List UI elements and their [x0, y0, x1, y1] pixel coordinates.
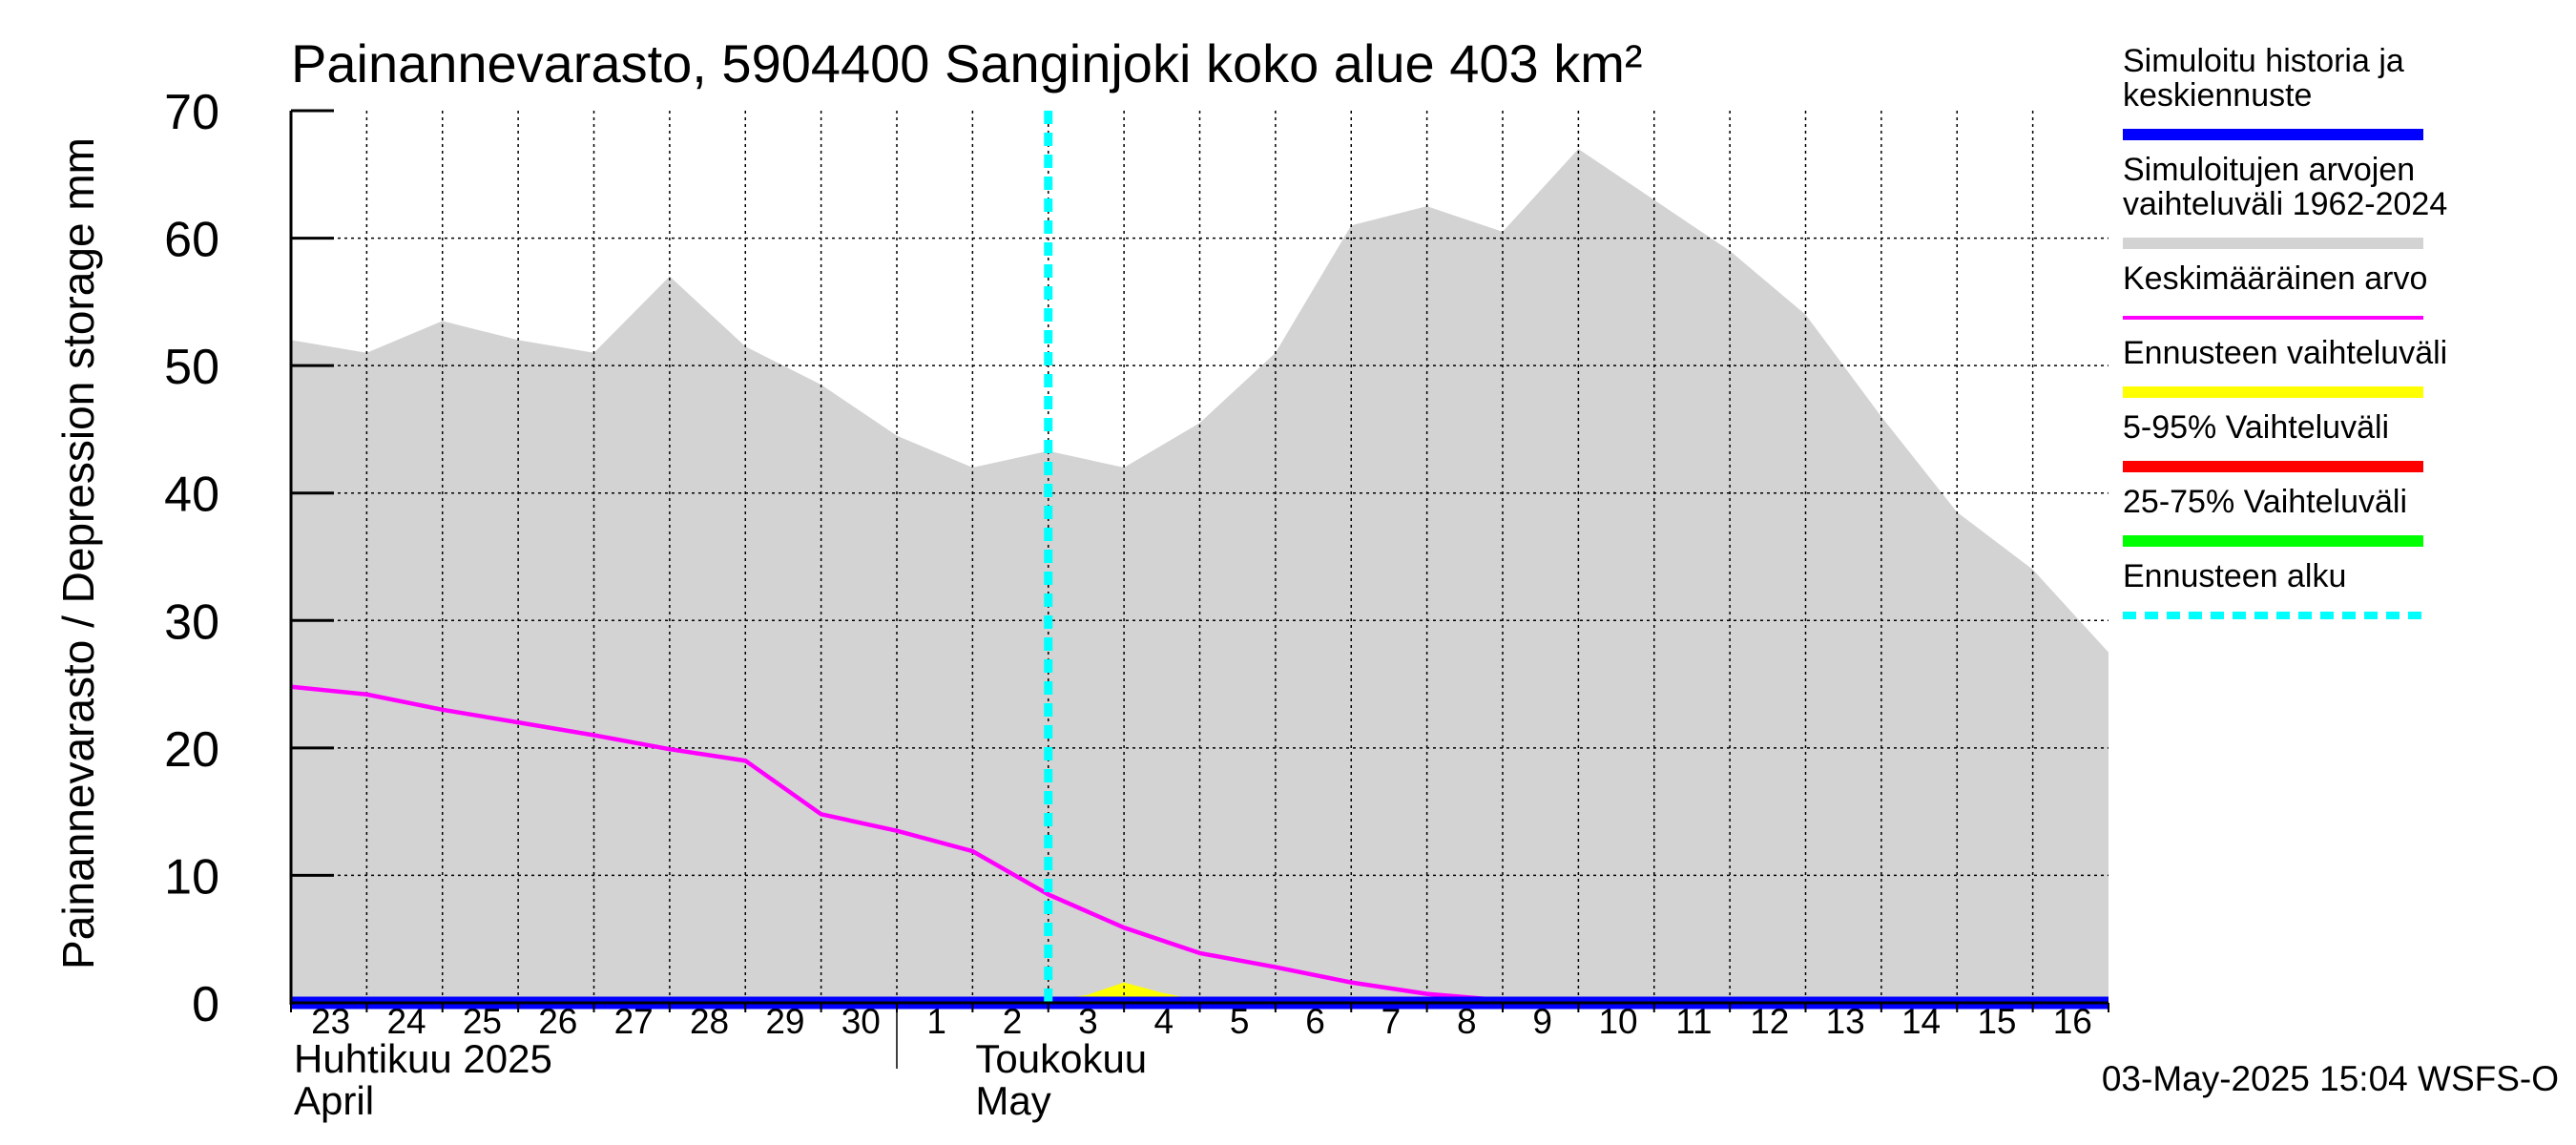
day-label: 16 [2053, 1002, 2092, 1041]
day-label: 25 [463, 1002, 502, 1041]
y-tick-label: 10 [164, 849, 219, 905]
month-label-en: May [975, 1078, 1050, 1123]
y-tick-labels: 0 10 20 30 40 50 60 70 [164, 85, 219, 1032]
day-label: 26 [538, 1002, 577, 1041]
day-label: 14 [1901, 1002, 1941, 1041]
legend-label: 25-75% Vaihteluväli [2123, 484, 2407, 520]
legend-label: keskiennuste [2123, 77, 2312, 114]
day-label: 24 [386, 1002, 426, 1041]
day-label: 27 [614, 1002, 654, 1041]
y-tick-label: 30 [164, 594, 219, 650]
day-label: 30 [841, 1002, 881, 1041]
range-band-0 [291, 149, 2109, 1004]
day-label: 6 [1305, 1002, 1325, 1041]
day-label: 10 [1598, 1002, 1637, 1041]
legend-label: Simuloitujen arvojen [2123, 152, 2415, 188]
day-label: 29 [765, 1002, 804, 1041]
day-label: 3 [1078, 1002, 1098, 1041]
legend-label: Keskimääräinen arvo [2123, 260, 2427, 297]
day-label: 12 [1750, 1002, 1789, 1041]
month-label-en: April [294, 1078, 374, 1123]
y-tick-label: 0 [192, 977, 219, 1032]
legend-label: Simuloitu historia ja [2123, 43, 2404, 79]
y-tick-label: 60 [164, 213, 219, 268]
legend-label: Ennusteen alku [2123, 558, 2346, 594]
month-label: Toukokuu [975, 1036, 1147, 1081]
y-tick-label: 20 [164, 722, 219, 778]
y-axis-label: Painannevarasto / Depression storage mm [53, 137, 103, 969]
axes-layer [289, 109, 2109, 1069]
day-label: 28 [690, 1002, 729, 1041]
x-tick-labels: 23 24 25 26 27 28 29 30 1 2 3 4 5 6 7 8 9 10 11 12 13 14 15 16H… [294, 1002, 2092, 1123]
day-label: 23 [311, 1002, 350, 1041]
legend-label: Ennusteen vaihteluväli [2123, 335, 2447, 371]
day-label: 11 [1675, 1002, 1712, 1041]
footer-timestamp: 03-May-2025 15:04 WSFS-O [2102, 1059, 2559, 1098]
y-tick-label: 40 [164, 468, 219, 523]
month-label: Huhtikuu 2025 [294, 1036, 552, 1081]
day-label: 1 [926, 1002, 946, 1041]
day-label: 7 [1381, 1002, 1402, 1041]
legend-label: vaihteluväli 1962-2024 [2123, 186, 2447, 222]
day-label: 2 [1003, 1002, 1023, 1041]
y-tick-label: 70 [164, 85, 219, 140]
day-label: 5 [1230, 1002, 1250, 1041]
day-label: 15 [1977, 1002, 2016, 1041]
day-label: 4 [1154, 1002, 1174, 1041]
legend-label: 5-95% Vaihteluväli [2123, 409, 2389, 446]
day-label: 13 [1826, 1002, 1865, 1041]
day-label: 9 [1532, 1002, 1552, 1041]
grid-layer [291, 111, 2109, 1003]
day-label: 8 [1457, 1002, 1477, 1041]
chart-title: Painannevarasto, 5904400 Sanginjoki koko… [291, 33, 1643, 94]
y-tick-label: 50 [164, 340, 219, 395]
